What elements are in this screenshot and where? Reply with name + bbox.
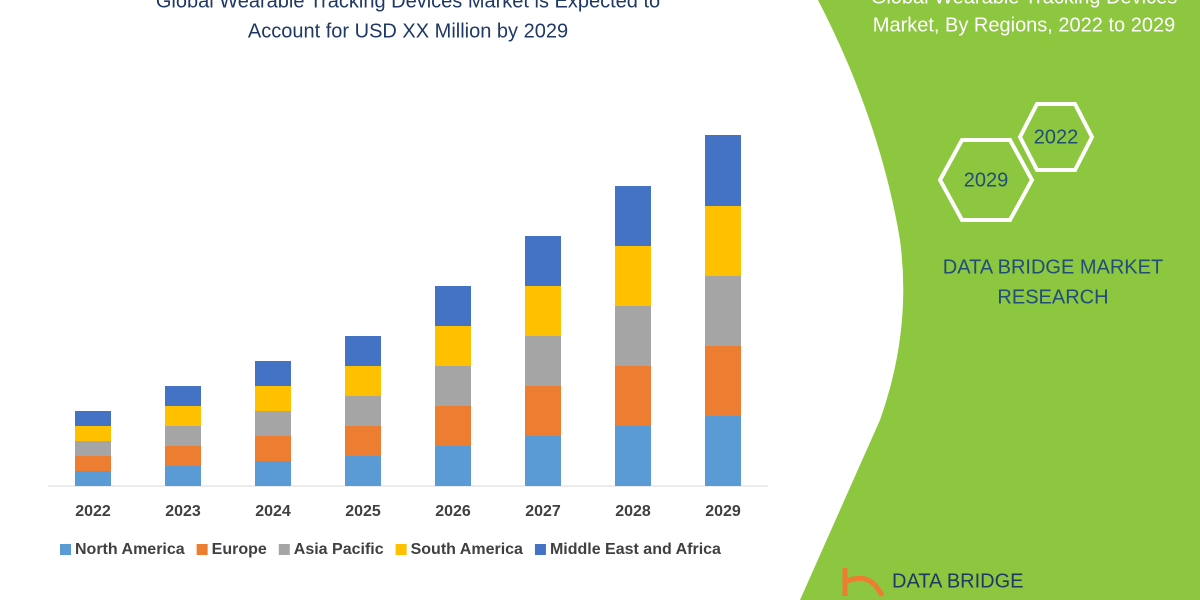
bar-segment <box>255 361 291 386</box>
legend-swatch <box>196 544 208 555</box>
hexagon <box>937 138 1035 222</box>
legend-swatch <box>534 544 546 555</box>
bar-segment <box>435 366 471 406</box>
bar-segment <box>75 411 111 426</box>
bar-segment <box>165 466 201 486</box>
x-tick-label: 2026 <box>435 503 471 520</box>
bar-segment <box>615 306 651 366</box>
x-tick-label: 2023 <box>165 503 201 520</box>
bar-segment <box>75 456 111 471</box>
legend-label: Middle East and Africa <box>550 541 721 558</box>
bar-segment <box>705 276 741 346</box>
green-panel <box>800 0 1200 600</box>
bar-segment <box>75 426 111 441</box>
bar-segment <box>705 416 741 486</box>
panel-title: Global Wearable Tracking Devices <box>871 0 1177 8</box>
bar-segment <box>165 426 201 446</box>
bar-segment <box>345 426 381 456</box>
bar-segment <box>345 396 381 426</box>
bar-segment <box>525 336 561 386</box>
bar-segment <box>435 286 471 326</box>
bar-segment <box>525 436 561 486</box>
bar-segment <box>705 346 741 416</box>
x-tick-label: 2024 <box>255 503 291 520</box>
bar-segment <box>435 446 471 486</box>
bar-segment <box>255 436 291 461</box>
hexagon-label: 2029 <box>964 169 1009 191</box>
bar-segment <box>615 366 651 426</box>
legend-swatch <box>278 544 290 555</box>
legend-label: South America <box>411 541 523 558</box>
x-tick-label: 2027 <box>525 503 561 520</box>
bar-segment <box>255 411 291 436</box>
hexagon-label: 2022 <box>1034 126 1079 148</box>
panel-title: Market, By Regions, 2022 to 2029 <box>873 14 1175 36</box>
bar-segment <box>525 386 561 436</box>
logo-icon <box>842 568 885 598</box>
x-tick-label: 2029 <box>705 503 741 520</box>
x-tick-label: 2028 <box>615 503 651 520</box>
bar-segment <box>345 456 381 486</box>
x-tick-label: 2025 <box>345 503 381 520</box>
bar-segment <box>705 135 741 206</box>
x-tick-label: 2022 <box>75 503 111 520</box>
brand-text: RESEARCH <box>997 286 1108 308</box>
bar-segment <box>615 246 651 306</box>
bar-segment <box>75 441 111 456</box>
bar-segment <box>525 286 561 336</box>
bar-segment <box>525 236 561 286</box>
legend-swatch <box>395 544 407 555</box>
bar-segment <box>435 406 471 446</box>
legend-label: Asia Pacific <box>294 541 384 558</box>
bar-segment <box>345 366 381 396</box>
bar-segment <box>165 446 201 466</box>
legend-swatch <box>60 544 71 555</box>
bar-segment <box>255 461 291 486</box>
bar-segment <box>345 336 381 366</box>
bar-segment <box>615 186 651 246</box>
chart-title: Global Wearable Tracking Devices Market … <box>156 0 660 12</box>
bar-segment <box>255 386 291 411</box>
legend-label: North America <box>75 541 185 558</box>
logo-text: DATA BRIDGE <box>892 570 1024 592</box>
bar-segment <box>705 206 741 276</box>
legend-label: Europe <box>212 541 267 558</box>
bar-segment <box>165 386 201 406</box>
bar-segment <box>165 406 201 426</box>
bar-segment <box>615 426 651 486</box>
chart-title: Account for USD XX Million by 2029 <box>248 20 568 42</box>
bar-segment <box>435 326 471 366</box>
bar-segment <box>75 471 111 486</box>
hexagon <box>1017 102 1095 172</box>
brand-text: DATA BRIDGE MARKET <box>943 256 1163 278</box>
